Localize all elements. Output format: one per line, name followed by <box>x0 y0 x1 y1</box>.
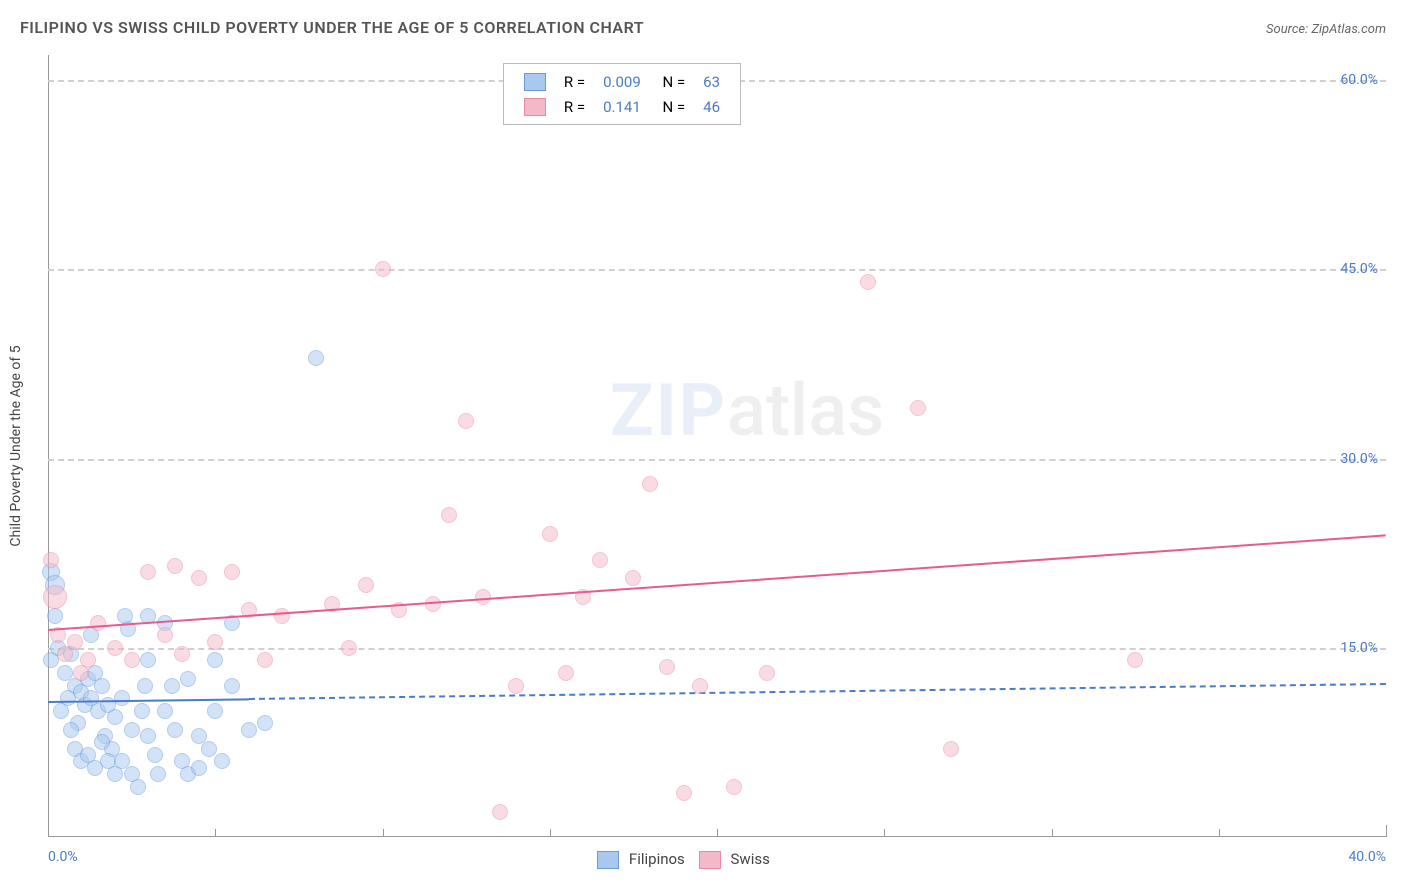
data-point <box>174 646 190 662</box>
data-point <box>207 703 223 719</box>
data-point <box>257 652 273 668</box>
data-point <box>167 558 183 574</box>
x-tick-minor <box>550 829 551 837</box>
data-point <box>542 526 558 542</box>
data-point <box>191 570 207 586</box>
x-tick-minor <box>1052 829 1053 837</box>
data-point <box>90 615 106 631</box>
data-point <box>692 678 708 694</box>
data-point <box>224 678 240 694</box>
trendline-dashed <box>249 683 1386 700</box>
x-tick-minor <box>717 829 718 837</box>
data-point <box>625 570 641 586</box>
data-point <box>107 640 123 656</box>
x-tick-minor <box>383 829 384 837</box>
data-point <box>124 652 140 668</box>
scatter-plot: 15.0%30.0%45.0%60.0%0.0%40.0%ZIPatlasR =… <box>48 55 1386 837</box>
data-point <box>207 652 223 668</box>
data-point <box>214 753 230 769</box>
trendline-solid <box>48 534 1386 631</box>
y-axis-label: Child Poverty Under the Age of 5 <box>8 345 24 546</box>
data-point <box>157 627 173 643</box>
gridline <box>48 269 1386 271</box>
data-point <box>257 715 273 731</box>
data-point <box>107 709 123 725</box>
data-point <box>140 652 156 668</box>
data-point <box>60 690 76 706</box>
data-point <box>94 678 110 694</box>
x-tick-minor <box>215 829 216 837</box>
gridline <box>48 648 1386 650</box>
data-point <box>1127 652 1143 668</box>
data-point <box>137 678 153 694</box>
data-point <box>167 722 183 738</box>
data-point <box>308 350 324 366</box>
data-point <box>910 400 926 416</box>
data-point <box>207 634 223 650</box>
data-point <box>150 766 166 782</box>
x-tick-minor <box>1219 829 1220 837</box>
data-point <box>341 640 357 656</box>
source-attribution: Source: ZipAtlas.com <box>1266 22 1386 37</box>
data-point <box>191 760 207 776</box>
data-point <box>117 608 133 624</box>
data-point <box>508 678 524 694</box>
source-label: Source: <box>1266 22 1308 37</box>
data-point <box>94 734 110 750</box>
data-point <box>180 671 196 687</box>
y-tick-label: 30.0% <box>1340 451 1378 467</box>
data-point <box>676 785 692 801</box>
data-point <box>47 608 63 624</box>
series-legend: Filipinos Swiss <box>583 850 770 869</box>
data-point <box>759 665 775 681</box>
data-point <box>458 413 474 429</box>
data-point <box>492 804 508 820</box>
data-point <box>43 585 67 609</box>
data-point <box>140 728 156 744</box>
data-point <box>140 564 156 580</box>
data-point <box>157 703 173 719</box>
chart-area: 15.0%30.0%45.0%60.0%0.0%40.0%ZIPatlasR =… <box>48 55 1386 837</box>
y-tick-label: 45.0% <box>1340 261 1378 277</box>
data-point <box>67 634 83 650</box>
data-point <box>43 552 59 568</box>
data-point <box>642 476 658 492</box>
data-point <box>659 659 675 675</box>
data-point <box>274 608 290 624</box>
data-point <box>147 747 163 763</box>
data-point <box>63 722 79 738</box>
y-tick-label: 15.0% <box>1340 640 1378 656</box>
watermark: ZIPatlas <box>610 368 884 453</box>
y-axis-line <box>48 55 49 837</box>
data-point <box>201 741 217 757</box>
data-point <box>164 678 180 694</box>
data-point <box>358 577 374 593</box>
gridline <box>48 459 1386 461</box>
data-point <box>726 779 742 795</box>
data-point <box>130 779 146 795</box>
y-tick-label: 60.0% <box>1340 72 1378 88</box>
data-point <box>124 722 140 738</box>
data-point <box>134 703 150 719</box>
data-point <box>441 507 457 523</box>
x-tick-label: 0.0% <box>48 849 78 865</box>
data-point <box>224 564 240 580</box>
data-point <box>558 665 574 681</box>
data-point <box>860 274 876 290</box>
data-point <box>375 261 391 277</box>
x-tick-label: 40.0% <box>1348 849 1386 865</box>
data-point <box>592 552 608 568</box>
source-link[interactable]: ZipAtlas.com <box>1311 22 1386 37</box>
x-tick <box>1386 825 1387 837</box>
x-tick <box>48 825 49 837</box>
data-point <box>241 722 257 738</box>
correlation-legend: R =0.009 N =63R =0.141 N =46 <box>503 63 741 125</box>
data-point <box>943 741 959 757</box>
data-point <box>114 690 130 706</box>
data-point <box>80 652 96 668</box>
chart-title: FILIPINO VS SWISS CHILD POVERTY UNDER TH… <box>20 18 644 37</box>
x-tick-minor <box>884 829 885 837</box>
